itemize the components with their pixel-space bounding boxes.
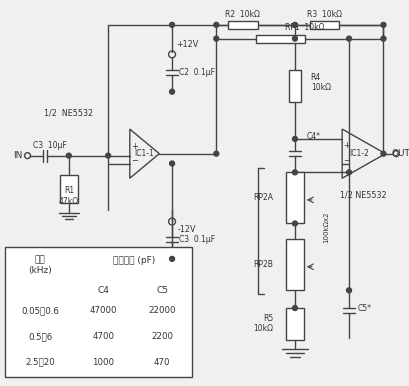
Circle shape	[66, 153, 71, 158]
Circle shape	[292, 22, 297, 27]
Text: C5: C5	[156, 286, 168, 295]
Circle shape	[213, 36, 218, 41]
Text: 0.5～6: 0.5～6	[28, 332, 52, 341]
Text: 1000: 1000	[92, 357, 114, 367]
Text: RP2B: RP2B	[253, 260, 273, 269]
Text: 100kΩx2: 100kΩx2	[323, 212, 328, 243]
Text: 47000: 47000	[89, 306, 117, 315]
Bar	[285, 239, 303, 290]
Text: 1/2 NE5532: 1/2 NE5532	[339, 190, 386, 200]
Text: 10kΩ: 10kΩ	[310, 83, 330, 92]
Text: 0.05～0.6: 0.05～0.6	[21, 306, 59, 315]
Text: R3  10kΩ: R3 10kΩ	[306, 10, 341, 19]
Text: −: −	[343, 156, 350, 165]
Bar	[285, 308, 303, 340]
Bar	[285, 173, 303, 223]
Circle shape	[292, 36, 297, 41]
Text: IC1-1: IC1-1	[134, 149, 154, 158]
Circle shape	[169, 256, 174, 261]
Text: OUT: OUT	[391, 149, 409, 158]
Text: C4: C4	[97, 286, 109, 295]
Circle shape	[169, 22, 174, 27]
Text: 2.5～20: 2.5～20	[25, 357, 55, 367]
Text: 1/2  NE5532: 1/2 NE5532	[44, 109, 93, 118]
Bar	[255, 35, 304, 42]
Text: C5*: C5*	[357, 303, 371, 313]
Circle shape	[213, 22, 218, 27]
Text: R5
10kΩ: R5 10kΩ	[253, 314, 273, 334]
Text: C2  0.1μF: C2 0.1μF	[178, 68, 214, 76]
Bar	[309, 21, 338, 29]
Text: IN: IN	[13, 151, 22, 160]
Circle shape	[346, 288, 351, 293]
Bar	[5, 247, 191, 377]
Circle shape	[213, 151, 218, 156]
Bar	[60, 175, 77, 203]
Text: 22000: 22000	[148, 306, 175, 315]
Circle shape	[346, 170, 351, 175]
Bar	[227, 21, 257, 29]
Text: −: −	[131, 156, 138, 165]
Circle shape	[380, 22, 385, 27]
Text: R1
47kΩ: R1 47kΩ	[58, 186, 79, 206]
Text: -12V: -12V	[177, 225, 196, 234]
Circle shape	[380, 151, 385, 156]
Text: 频带: 频带	[35, 256, 45, 264]
Text: (kHz): (kHz)	[28, 266, 52, 275]
Circle shape	[292, 137, 297, 141]
Text: +: +	[343, 141, 350, 150]
Text: +: +	[131, 142, 138, 151]
Text: RP1  10kΩ: RP1 10kΩ	[284, 23, 324, 32]
Circle shape	[292, 221, 297, 226]
Circle shape	[169, 89, 174, 94]
Bar	[288, 70, 300, 102]
Text: 2200: 2200	[151, 332, 173, 341]
Circle shape	[346, 36, 351, 41]
Text: C3  0.1μF: C3 0.1μF	[178, 235, 214, 244]
Text: +12V: +12V	[175, 40, 198, 49]
Text: RP2A: RP2A	[253, 193, 273, 202]
Text: 470: 470	[154, 357, 170, 367]
Circle shape	[169, 161, 174, 166]
Circle shape	[292, 170, 297, 175]
Text: 4700: 4700	[92, 332, 114, 341]
Circle shape	[292, 306, 297, 310]
Text: C4*: C4*	[306, 132, 320, 141]
Text: C3  10μF: C3 10μF	[33, 141, 67, 150]
Text: R4: R4	[310, 73, 320, 83]
Text: IC1-2: IC1-2	[348, 149, 368, 158]
Text: R2  10kΩ: R2 10kΩ	[225, 10, 260, 19]
Circle shape	[380, 36, 385, 41]
Text: 电容容量 (pF): 电容容量 (pF)	[112, 256, 155, 265]
Circle shape	[106, 153, 110, 158]
